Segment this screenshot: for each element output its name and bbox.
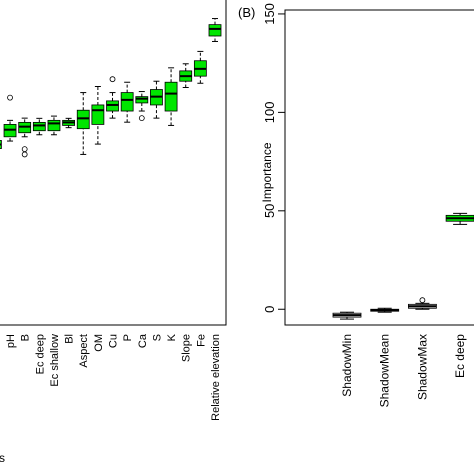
x-tick-label: S (151, 334, 163, 341)
box (91, 104, 105, 125)
x-tick-label: P (122, 334, 134, 341)
x-tick-label: Cu (108, 334, 120, 348)
box (164, 81, 178, 112)
box (120, 92, 134, 112)
x-tick-label: K (166, 333, 178, 341)
panel-a-frame (0, 0, 227, 326)
y-tick-label: 50 (262, 204, 277, 218)
x-axis-label: s (0, 451, 5, 465)
outlier (109, 76, 116, 83)
x-tick-label: ShadowMax (415, 334, 429, 400)
outlier (21, 146, 28, 153)
y-tick-label: 150 (262, 3, 277, 25)
panel-label: (B) (238, 5, 255, 20)
box (32, 121, 46, 132)
x-tick-label: Bl (64, 334, 76, 344)
x-tick-label: Ec deep (453, 334, 467, 378)
x-tick-label: Ec shallow (49, 334, 61, 387)
outlier (7, 94, 13, 101)
box (135, 96, 149, 104)
box (76, 109, 90, 130)
y-axis-label: Importance (260, 142, 274, 202)
x-tick-label: Fe (195, 334, 207, 347)
outlier (419, 297, 426, 304)
x-tick-label: Aspect (78, 334, 90, 368)
box (106, 100, 119, 112)
x-tick-label: ShadowMin (340, 334, 354, 397)
box (47, 119, 61, 132)
x-tick-label: ShadowMean (378, 334, 392, 407)
y-tick-label: 0 (262, 306, 277, 313)
x-tick-label: pH (5, 334, 17, 348)
box (208, 24, 222, 37)
x-tick-label: Relative elevation (210, 334, 222, 421)
x-tick-label: B (20, 334, 32, 341)
y-tick-label: 100 (262, 102, 277, 124)
x-tick-label: Ec deep (34, 334, 46, 374)
x-tick-label: Ca (137, 333, 149, 348)
outlier (21, 151, 28, 158)
outlier (138, 115, 145, 122)
x-tick-label: OM (93, 334, 105, 352)
x-tick-label: Slope (181, 334, 193, 362)
panel-b-frame (284, 9, 474, 326)
